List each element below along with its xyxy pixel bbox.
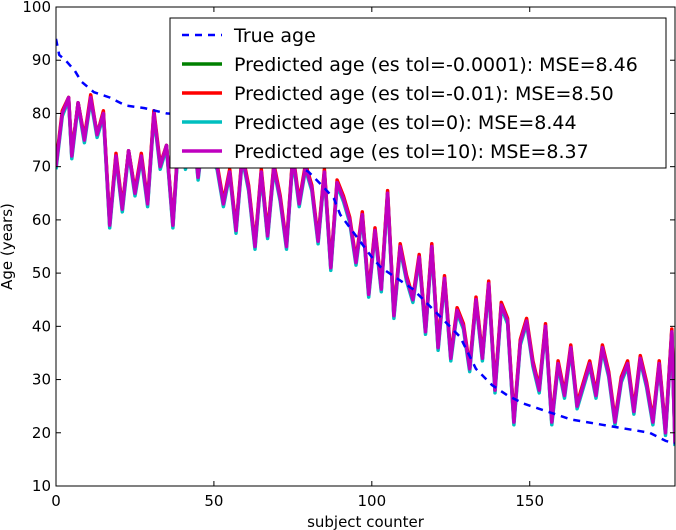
axis-ticks: 0 50 100 150 10 20 30 40 50 60 70 80 90 100: [22, 0, 675, 510]
y-tick-label: 80: [32, 104, 51, 122]
y-tick-label: 100: [22, 0, 51, 16]
y-tick-label: 50: [32, 264, 51, 282]
legend-label-1: Predicted age (es tol=-0.0001): MSE=8.46: [234, 54, 638, 76]
legend-label-4: Predicted age (es tol=10): MSE=8.37: [234, 141, 589, 163]
y-tick-label: 90: [32, 51, 51, 69]
plot-frame: [55, 6, 676, 487]
y-tick-label: 30: [32, 371, 51, 389]
legend-box: [169, 17, 667, 169]
x-axis-label: subject counter: [307, 513, 425, 530]
series-layer: [56, 38, 675, 447]
y-tick-label: 40: [32, 317, 51, 335]
y-tick-label: 20: [32, 424, 51, 442]
y-axis-label: Age (years): [0, 203, 16, 290]
y-tick-label: 70: [32, 158, 51, 176]
legend-label-3: Predicted age (es tol=0): MSE=8.44: [234, 112, 577, 134]
legend-label-2: Predicted age (es tol=-0.01): MSE=8.50: [234, 83, 614, 105]
y-tick-label: 60: [32, 211, 51, 229]
x-tick-label: 50: [204, 492, 223, 510]
x-tick-label: 0: [51, 492, 61, 510]
legend: True age Predicted age (es tol=-0.0001): …: [169, 17, 667, 169]
series-line-0: [56, 38, 675, 445]
x-tick-label: 100: [357, 492, 386, 510]
series-line-4: [56, 95, 675, 444]
legend-label-0: True age: [233, 25, 316, 47]
x-tick-label: 150: [515, 492, 544, 510]
y-tick-label: 10: [32, 477, 51, 495]
